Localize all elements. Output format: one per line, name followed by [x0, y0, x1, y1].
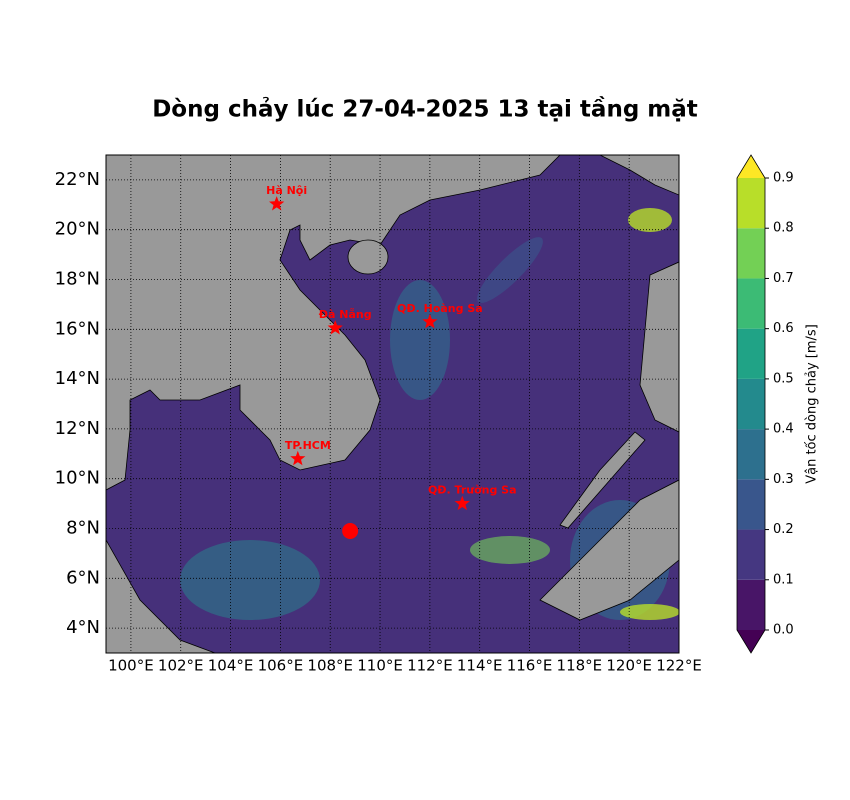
y-tick-label: 18°N: [55, 269, 100, 290]
y-tick-label: 20°N: [55, 219, 100, 240]
colorbar-bin: [737, 429, 765, 480]
y-tick-label: 4°N: [66, 617, 100, 638]
y-tick-label: 6°N: [66, 567, 100, 588]
colorbar-bin: [737, 328, 765, 379]
colorbar-tick-label: 0.1: [773, 572, 794, 587]
x-tick-label: 112°E: [407, 657, 453, 675]
colorbar-bin: [737, 228, 765, 279]
x-tick-label: 102°E: [158, 657, 204, 675]
place-label: Đà Nẵng: [319, 308, 372, 321]
place-label: TP.HCM: [285, 439, 331, 452]
current-patch: [390, 280, 450, 400]
place-label: QĐ. Trường Sa: [428, 484, 517, 497]
colorbar-tick-label: 0.2: [773, 522, 794, 537]
land: [106, 155, 679, 653]
x-tick-label: 106°E: [258, 657, 304, 675]
x-tick-label: 110°E: [357, 657, 403, 675]
place-star: [290, 450, 306, 466]
map-frame: [105, 154, 680, 654]
y-tick-label: 12°N: [55, 418, 100, 439]
current-patch: [180, 540, 320, 620]
colorbar-tick-label: 0.6: [773, 321, 794, 336]
colorbar-bin: [737, 479, 765, 530]
colorbar-tick-label: 0.8: [773, 221, 794, 236]
place-star: [327, 320, 343, 335]
y-tick-label: 16°N: [55, 318, 100, 339]
map-background: [106, 155, 679, 653]
place-star: [454, 495, 470, 511]
x-tick-label: 108°E: [307, 657, 353, 675]
colorbar-extend-low: [737, 630, 765, 653]
chart-title: Dòng chảy lúc 27-04-2025 13 tại tầng mặt: [152, 96, 698, 123]
x-tick-label: 104°E: [208, 657, 254, 675]
x-tick-label: 118°E: [557, 657, 603, 675]
current-patch: [477, 237, 543, 303]
place-star: [422, 313, 438, 329]
colorbar-label: Vận tốc dòng chảy [m/s]: [805, 324, 820, 484]
y-tick-label: 8°N: [66, 518, 100, 539]
place-star: [269, 196, 285, 211]
colorbar: 0.0 0.1 0.2 0.3 0.4 0.5 0.6 0.7 0.8 0.9: [736, 154, 794, 654]
colorbar-bin: [737, 178, 765, 229]
colorbar-bin: [737, 378, 765, 430]
colorbar-tick-label: 0.0: [773, 623, 794, 638]
colorbar-bin: [737, 278, 765, 329]
colorbar-tick-label: 0.7: [773, 271, 794, 286]
x-tick-label: 116°E: [507, 657, 553, 675]
y-tick-label: 10°N: [55, 468, 100, 489]
x-tick-label: 122°E: [656, 657, 702, 675]
colorbar-tick-label: 0.5: [773, 371, 794, 386]
places: Hà Nội Đà Nẵng QĐ. Hoàng Sa TP.HCM QĐ. Trườn…: [266, 184, 517, 539]
x-tick-label: 114°E: [457, 657, 503, 675]
place-label: Hà Nội: [266, 184, 307, 197]
current-patch: [620, 604, 679, 620]
grid: [106, 155, 680, 653]
colorbar-tick-label: 0.4: [773, 422, 794, 437]
current-patch: [470, 536, 550, 564]
colorbar-bin: [737, 579, 765, 630]
place-label: QĐ. Hoàng Sa: [397, 302, 483, 315]
x-tick-label: 100°E: [108, 657, 154, 675]
colorbar-tick-label: 0.9: [773, 171, 794, 186]
y-tick-label: 22°N: [55, 169, 100, 190]
y-tick-label: 14°N: [55, 368, 100, 389]
colorbar-bin: [737, 529, 765, 580]
colorbar-extend-high: [737, 155, 765, 178]
marker: [342, 522, 359, 539]
colorbar-tick-label: 0.3: [773, 472, 794, 487]
current-patch: [628, 208, 672, 232]
x-tick-label: 120°E: [606, 657, 652, 675]
